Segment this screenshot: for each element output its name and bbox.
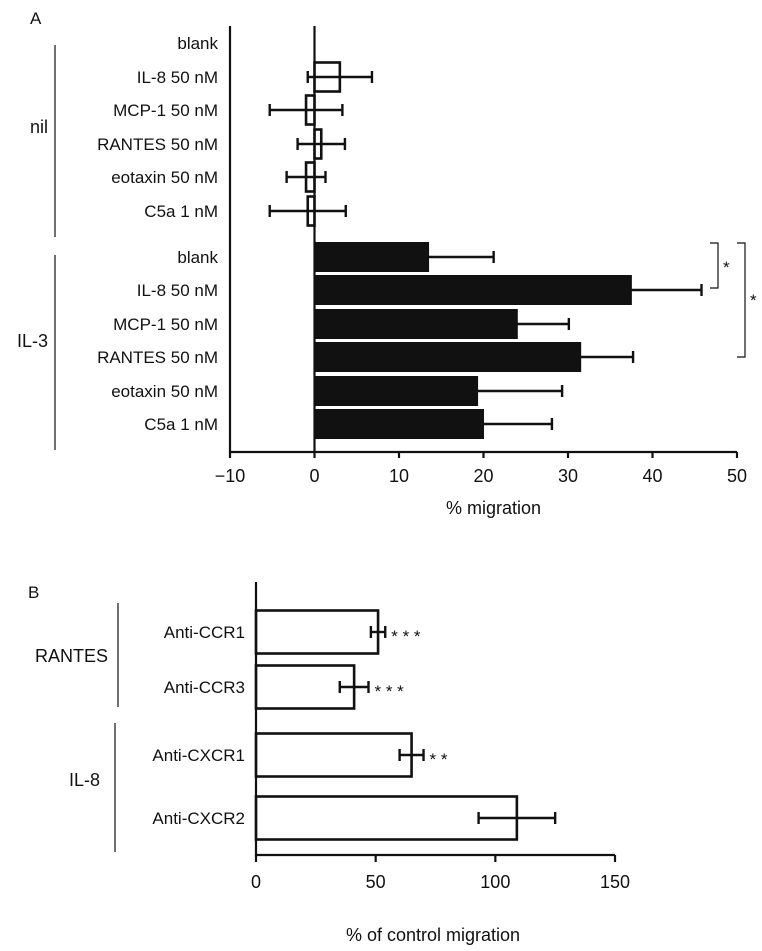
x-tick-label: 40 bbox=[642, 466, 662, 486]
significance-label: * * bbox=[430, 750, 448, 769]
x-tick-label: 100 bbox=[480, 872, 510, 892]
x-tick-label: 50 bbox=[366, 872, 386, 892]
category-label: eotaxin 50 nM bbox=[111, 382, 218, 401]
bar bbox=[254, 732, 413, 778]
panel-b: B Anti-CCR1 * * * Anti-CCR3 * * * Anti-CXCR1 *… bbox=[28, 582, 630, 945]
category-label: eotaxin 50 nM bbox=[111, 168, 218, 187]
category-label: blank bbox=[177, 248, 218, 267]
significance-label: * bbox=[723, 258, 730, 277]
bar bbox=[314, 376, 479, 406]
x-axis-title: % of control migration bbox=[346, 925, 520, 945]
category-label: IL-8 50 nM bbox=[137, 68, 218, 87]
panel-b-label: B bbox=[28, 583, 39, 602]
x-tick-label: 0 bbox=[251, 872, 261, 892]
x-tick-label: 30 bbox=[558, 466, 578, 486]
category-label: Anti-CXCR1 bbox=[152, 746, 245, 765]
panel-a-label: A bbox=[30, 9, 42, 28]
category-label: MCP-1 50 nM bbox=[113, 101, 218, 120]
bar bbox=[314, 309, 518, 339]
category-label: blank bbox=[177, 34, 218, 53]
bar bbox=[314, 275, 632, 305]
x-tick-label: 0 bbox=[309, 466, 319, 486]
group-label: IL-8 bbox=[69, 770, 100, 790]
x-tick-label: 10 bbox=[389, 466, 409, 486]
bar bbox=[254, 795, 519, 841]
category-label: Anti-CXCR2 bbox=[152, 809, 245, 828]
bar bbox=[254, 609, 380, 655]
significance-label: * bbox=[750, 291, 757, 310]
x-tick-label: −10 bbox=[215, 466, 246, 486]
group-label: nil bbox=[30, 117, 48, 137]
x-axis-title: % migration bbox=[446, 498, 541, 518]
bar bbox=[314, 342, 582, 372]
significance-label: * * * bbox=[374, 682, 404, 701]
group-label: IL-3 bbox=[17, 331, 48, 351]
bar bbox=[314, 409, 484, 439]
category-label: IL-8 50 nM bbox=[137, 281, 218, 300]
x-tick-label: 20 bbox=[473, 466, 493, 486]
x-tick-label: 50 bbox=[727, 466, 747, 486]
x-tick-label: 150 bbox=[600, 872, 630, 892]
category-label: MCP-1 50 nM bbox=[113, 315, 218, 334]
significance-bracket bbox=[737, 242, 746, 358]
category-label: RANTES 50 nM bbox=[97, 135, 218, 154]
group-label: RANTES bbox=[35, 646, 108, 666]
category-label: Anti-CCR3 bbox=[164, 678, 245, 697]
significance-label: * * * bbox=[391, 627, 421, 646]
category-label: RANTES 50 nM bbox=[97, 348, 218, 367]
significance-bracket bbox=[710, 242, 719, 289]
category-label: Anti-CCR1 bbox=[164, 623, 245, 642]
category-label: C5a 1 nM bbox=[144, 202, 218, 221]
bar bbox=[314, 242, 430, 272]
category-label: C5a 1 nM bbox=[144, 415, 218, 434]
